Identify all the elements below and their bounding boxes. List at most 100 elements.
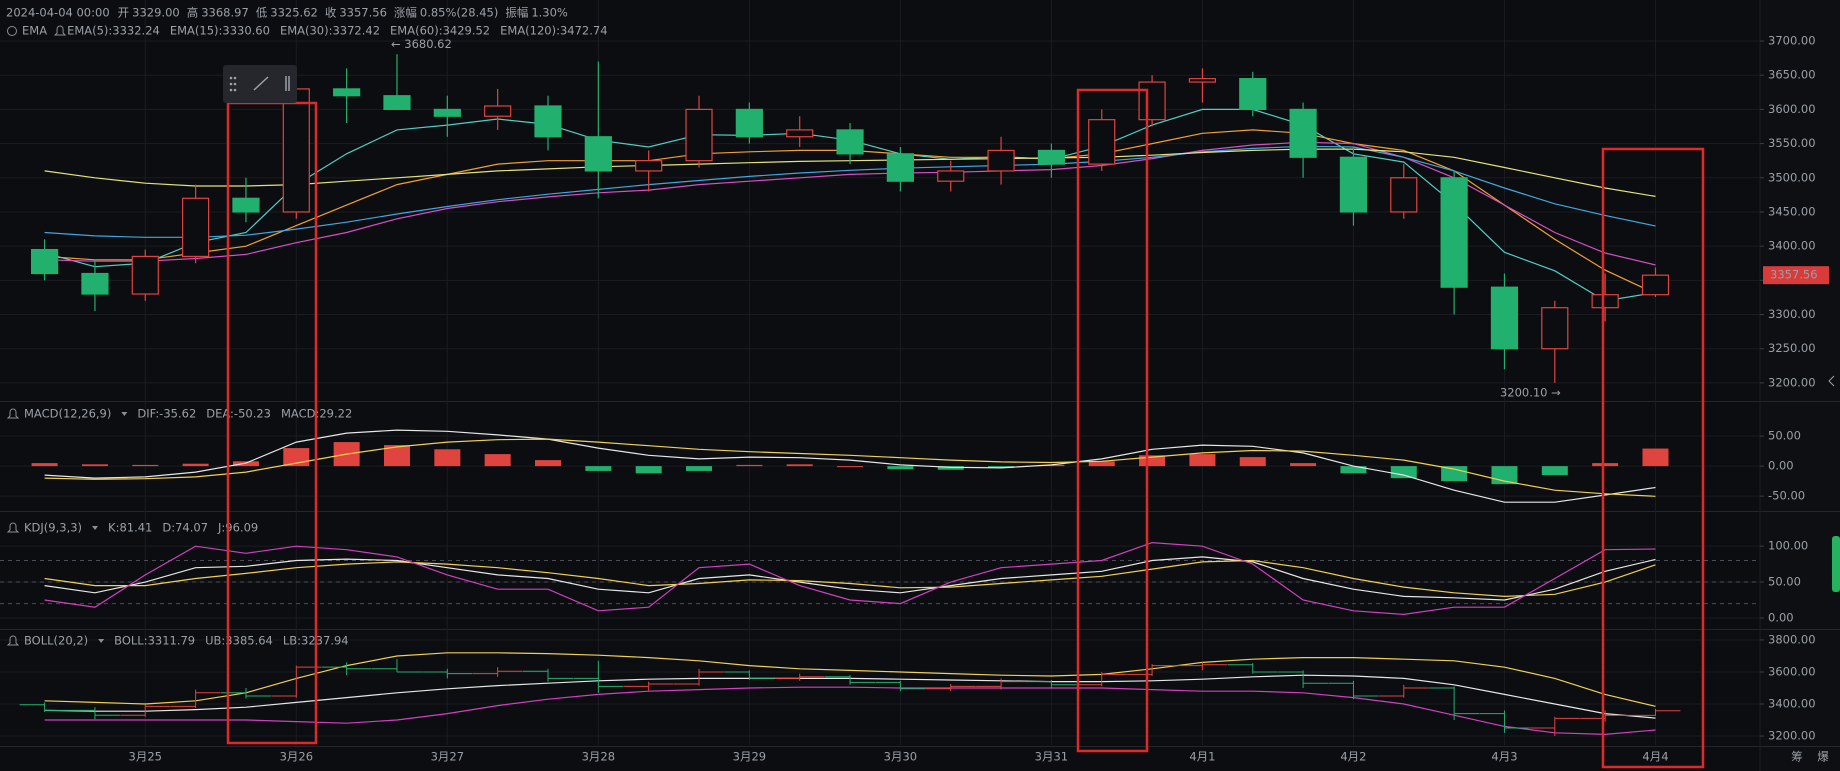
candle-body <box>1541 307 1569 350</box>
last-price-tag <box>1763 266 1829 285</box>
toolbar-label[interactable]: 筹 <box>1791 750 1803 764</box>
x-tick-label: 3月25 <box>129 750 162 764</box>
macd-bar <box>937 466 964 470</box>
candle-body <box>1440 177 1468 288</box>
candle-body <box>131 255 159 295</box>
y-tick-label: 3200.00 <box>1768 375 1816 389</box>
x-tick-label: 4月4 <box>1642 750 1668 764</box>
candle-body <box>1339 156 1368 213</box>
ohlc-value: 3368.97 <box>201 6 249 20</box>
macd-bar <box>1390 466 1417 479</box>
macd-bar <box>81 464 108 467</box>
macd-bar <box>887 466 914 470</box>
candle-body <box>1289 108 1317 158</box>
y-tick-label: 3450.00 <box>1768 204 1816 218</box>
x-tick-label: 4月1 <box>1189 750 1215 764</box>
candle-body <box>1591 294 1619 309</box>
candle-body <box>1037 149 1066 165</box>
candle-body <box>584 136 612 172</box>
y-tick-label: 3800.00 <box>1768 632 1816 646</box>
macd-bar <box>686 466 713 471</box>
ohlc-value: 3357.56 <box>339 6 387 20</box>
x-tick-label: 3月30 <box>884 750 917 764</box>
alert-icon <box>6 522 20 533</box>
x-tick-label: 3月27 <box>431 750 464 764</box>
line-tool-icon[interactable] <box>253 76 269 91</box>
macd-bar <box>1592 463 1619 467</box>
drawing-toolbar[interactable] <box>223 65 297 103</box>
x-tick-label: 3月29 <box>733 750 766 764</box>
dropdown-icon <box>98 639 105 643</box>
macd-bar <box>1189 454 1216 467</box>
ohlc-value: 0.85%(28.45) <box>420 6 498 20</box>
legend-item: EMA(30):3372.42 <box>280 24 380 38</box>
macd-bar <box>132 464 159 467</box>
highlight-box <box>1076 88 1149 753</box>
toolbar-label[interactable]: 爆 <box>1817 750 1829 764</box>
legend-item: EMA(60):3429.52 <box>390 24 490 38</box>
y-tick-label: 100.00 <box>1768 539 1808 553</box>
macd-bar <box>484 454 511 467</box>
legend-item: EMA(120):3472.74 <box>500 24 607 38</box>
candle-body <box>484 105 512 117</box>
candle-body <box>886 153 914 182</box>
indicator-line <box>44 686 1656 736</box>
indicator-name: EMA <box>22 24 47 38</box>
macd-bar <box>736 464 763 467</box>
candle-body <box>635 160 663 172</box>
candle-body <box>1390 177 1418 213</box>
macd-bar <box>988 466 1015 468</box>
y-tick-label: 3600.00 <box>1768 102 1816 116</box>
candle-body <box>383 95 411 111</box>
dropdown-icon <box>92 526 99 530</box>
candle-body <box>1138 81 1166 121</box>
x-tick-label: 4月3 <box>1491 750 1517 764</box>
candle-body <box>1188 78 1217 83</box>
macd-bar <box>1441 466 1468 482</box>
candle-body <box>1490 286 1519 350</box>
dropdown-icon <box>121 412 128 416</box>
indicator-line <box>44 541 1656 616</box>
candle-body <box>836 129 864 155</box>
candle-body <box>937 170 965 182</box>
legend-item: D:74.07 <box>162 521 208 535</box>
candle-body <box>534 105 562 138</box>
scroll-indicator[interactable] <box>1832 536 1840 592</box>
indicator-line <box>44 559 1656 598</box>
ohlc-value: 1.30% <box>531 6 568 20</box>
macd-bar <box>535 460 561 467</box>
y-tick-label: 3650.00 <box>1768 68 1816 82</box>
ohlc-label: 振幅 <box>505 6 528 20</box>
ohlc-label: 收 <box>325 6 337 20</box>
x-tick-label: 4月2 <box>1340 750 1366 764</box>
indicator-line <box>44 429 1656 503</box>
y-tick-label: 0.00 <box>1768 610 1794 624</box>
alert-icon <box>53 25 67 36</box>
macd-bar <box>837 466 864 468</box>
settings-icon[interactable] <box>285 76 290 91</box>
candle-body <box>433 108 461 117</box>
legend-item: K:81.41 <box>108 521 152 535</box>
legend-item: BOLL:3311.79 <box>114 634 195 648</box>
drag-handle[interactable] <box>229 76 237 92</box>
ohlc-value: 3325.62 <box>270 6 318 20</box>
y-tick-label: 3600.00 <box>1768 664 1816 678</box>
collapse-arrow[interactable] <box>1828 375 1835 387</box>
legend-item: EMA(15):3330.60 <box>170 24 270 38</box>
toggle-icon <box>7 26 17 36</box>
y-tick-label: 0.00 <box>1768 459 1794 473</box>
high-annotation: ← 3680.62 <box>391 37 452 51</box>
candle-body <box>1088 119 1116 165</box>
macd-bar <box>1088 461 1115 467</box>
price-axis-bg <box>1760 0 1840 771</box>
candle-body <box>735 108 763 138</box>
legend-item: J:96.09 <box>217 521 258 535</box>
indicator-line <box>44 652 1656 707</box>
y-tick-label: 3300.00 <box>1768 307 1816 321</box>
ohlc-label: 低 <box>256 6 268 20</box>
y-tick-label: 3500.00 <box>1768 170 1816 184</box>
macd-bar <box>1642 448 1669 467</box>
candle-body <box>987 149 1015 172</box>
